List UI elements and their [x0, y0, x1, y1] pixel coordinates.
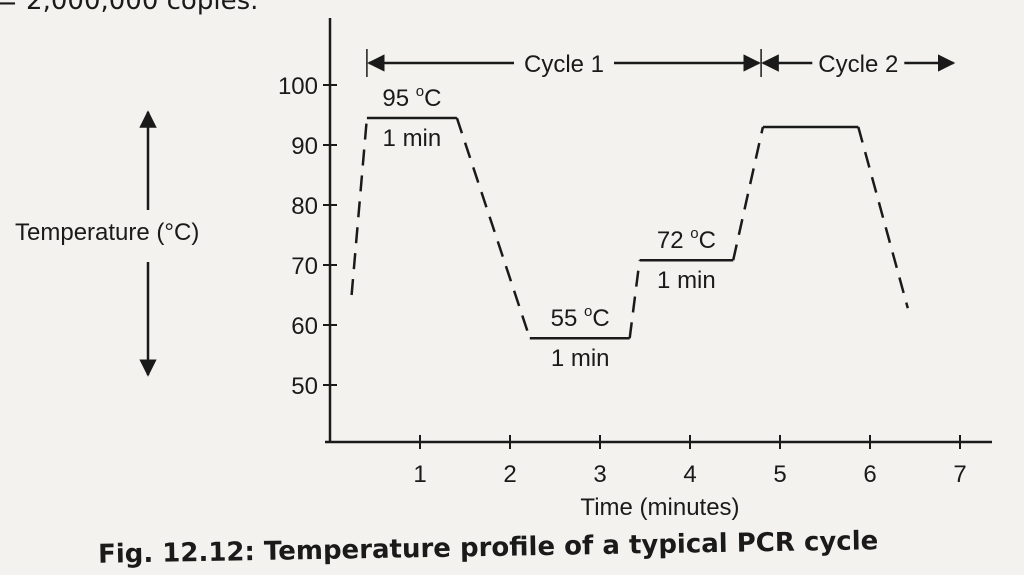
x-axis-label: Time (minutes) — [580, 494, 739, 521]
y-tick-label: 50 — [291, 373, 318, 400]
temperature-transition-line — [350, 117, 369, 296]
x-tick-label: 6 — [863, 461, 876, 488]
x-tick-label: 7 — [953, 461, 966, 488]
step-temperature-label: 55 oC — [551, 303, 610, 332]
temperature-transition-line — [857, 126, 910, 309]
y-tick-label: 90 — [291, 133, 318, 160]
top-text: = 2,000,000 copies. — [0, 0, 259, 16]
y-tick-label: 80 — [291, 193, 318, 220]
step-duration-label: 1 min — [383, 125, 442, 152]
x-tick-label: 4 — [683, 461, 696, 488]
x-tick-label: 5 — [773, 461, 786, 488]
y-tick-label: 70 — [291, 253, 318, 280]
step-duration-label: 1 min — [657, 267, 716, 294]
x-tick-label: 1 — [413, 461, 426, 488]
cycle-label: Cycle 1 — [524, 51, 604, 78]
temperature-transition-line — [731, 126, 765, 261]
step-duration-label: 1 min — [551, 345, 610, 372]
cycle-label: Cycle 2 — [818, 51, 898, 78]
y-tick-label: 100 — [278, 73, 318, 100]
x-tick-label: 2 — [503, 461, 516, 488]
y-axis-label: Temperature (°C) — [15, 219, 200, 246]
temperature-transition-line — [455, 117, 531, 339]
step-temperature-label: 72 oC — [657, 225, 716, 254]
x-tick-label: 3 — [593, 461, 606, 488]
step-temperature-label: 95 oC — [382, 83, 441, 112]
temperature-transition-line — [628, 260, 641, 339]
y-tick-label: 60 — [291, 313, 318, 340]
